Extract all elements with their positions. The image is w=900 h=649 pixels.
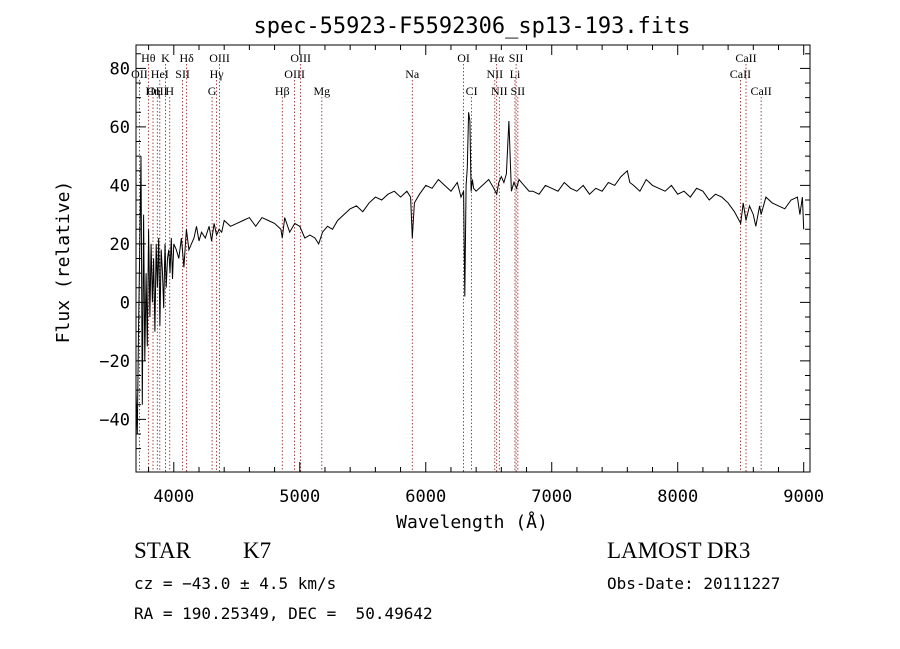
chart-title: spec-55923-F5592306_sp13-193.fits bbox=[253, 14, 690, 39]
line-label-24: SII bbox=[511, 84, 526, 98]
line-label-10: Hγ bbox=[210, 67, 225, 81]
line-label-2: OIII bbox=[147, 84, 168, 98]
line-label-23: Li bbox=[510, 67, 521, 81]
line-label-22: SII bbox=[509, 51, 524, 65]
line-label-3: Hη bbox=[146, 84, 161, 98]
line-label-8: Hδ bbox=[179, 51, 194, 65]
x-tick-label: 8000 bbox=[657, 487, 698, 507]
coordinates: RA = 190.25349, DEC = 50.49642 bbox=[134, 604, 433, 623]
line-label-18: CI bbox=[466, 84, 478, 98]
line-label-27: CaII bbox=[750, 84, 771, 98]
survey-name: LAMOST DR3 bbox=[607, 538, 751, 563]
line-label-25: CaII bbox=[735, 51, 756, 65]
line-label-15: Mg bbox=[313, 84, 330, 98]
plot-frame bbox=[135, 44, 811, 473]
x-tick-label: 5000 bbox=[279, 487, 320, 507]
x-axis: 4000 5000 6000 7000 8000 9000 bbox=[148, 45, 824, 507]
line-label-4: K bbox=[161, 51, 170, 65]
object-class: STAR bbox=[134, 538, 191, 563]
x-tick-label: 7000 bbox=[531, 487, 572, 507]
line-label-1: OII bbox=[131, 67, 148, 81]
line-label-9: OIII bbox=[209, 51, 230, 65]
y-tick-label: 40 bbox=[110, 176, 130, 196]
spectrum-series bbox=[135, 112, 805, 435]
line-label-12: Hβ bbox=[275, 84, 290, 98]
obs-date: Obs-Date: 20111227 bbox=[607, 574, 781, 593]
x-tick-label: 4000 bbox=[153, 487, 194, 507]
y-tick-label: 0 bbox=[120, 293, 130, 313]
y-tick-label: 60 bbox=[110, 118, 130, 138]
line-label-20: NII bbox=[486, 67, 503, 81]
x-tick-label: 9000 bbox=[783, 487, 824, 507]
line-label-21: NII bbox=[491, 84, 508, 98]
y-tick-label: −20 bbox=[99, 352, 130, 372]
spectrum-line bbox=[135, 112, 805, 435]
object-subclass: K7 bbox=[243, 538, 272, 563]
y-axis-label: Flux (relative) bbox=[53, 181, 74, 344]
line-label-6: H bbox=[165, 84, 174, 98]
line-label-11: G bbox=[208, 84, 217, 98]
x-axis-label: Wavelength (Å) bbox=[396, 511, 548, 533]
line-label-17: OI bbox=[457, 51, 470, 65]
line-label-5: HeI bbox=[151, 67, 169, 81]
line-label-19: Hα bbox=[489, 51, 505, 65]
line-label-16: Na bbox=[405, 67, 420, 81]
y-axis: −40 −20 0 20 40 60 80 bbox=[99, 53, 810, 450]
redshift-readout: cz = −43.0 ± 4.5 km/s bbox=[134, 574, 337, 593]
line-label-7: SII bbox=[175, 67, 190, 81]
y-tick-label: 80 bbox=[110, 59, 130, 79]
spectral-line-markers bbox=[139, 64, 762, 472]
y-tick-label: −40 bbox=[99, 410, 130, 430]
line-label-13: OIII bbox=[290, 51, 311, 65]
x-tick-label: 6000 bbox=[405, 487, 446, 507]
line-label-26: CaII bbox=[730, 67, 751, 81]
y-tick-label: 20 bbox=[110, 235, 130, 255]
line-label-14: OIII bbox=[284, 67, 305, 81]
line-label-0: Hθ bbox=[141, 51, 156, 65]
